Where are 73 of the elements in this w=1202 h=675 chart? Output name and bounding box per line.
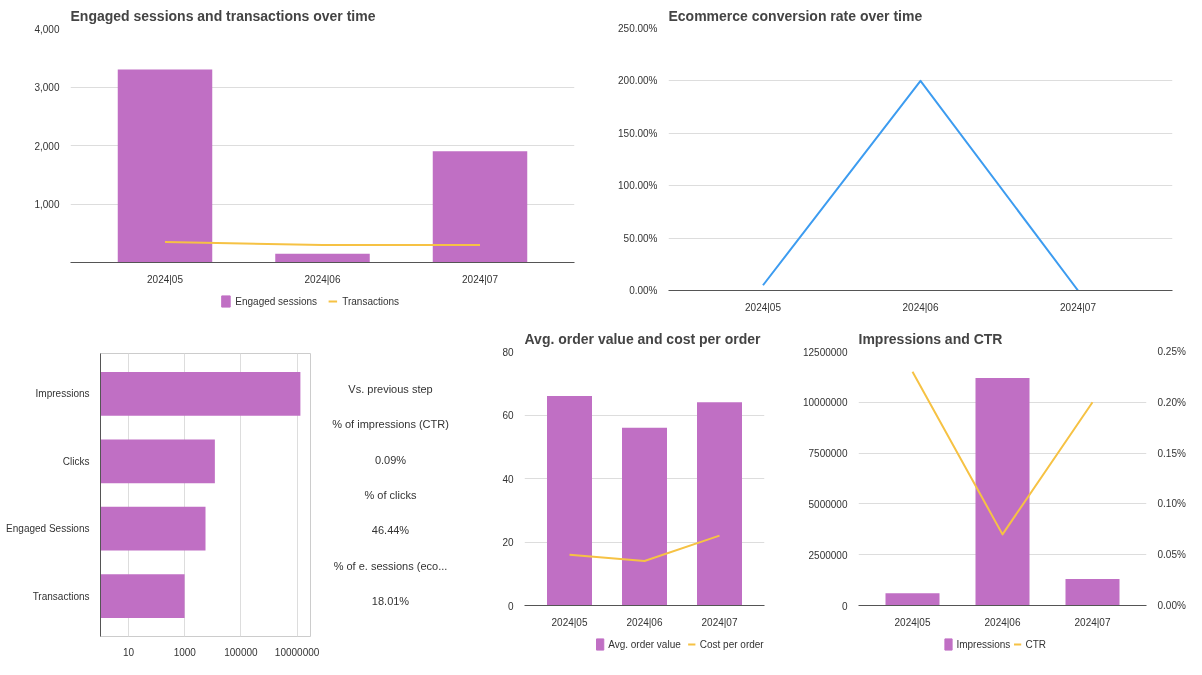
chart-title: Engaged sessions and transactions over time	[70, 7, 376, 24]
x-tick-label: 2024|05	[894, 616, 931, 628]
y-tick-label: 50.00%	[623, 232, 658, 244]
y-tick-label: 5000000	[808, 498, 848, 510]
y-tick-label: 7500000	[808, 448, 848, 460]
y-tick-label: Clicks	[62, 455, 90, 467]
chart-title: Avg. order value and cost per order	[524, 330, 762, 347]
text: % of impressions (CTR)	[332, 418, 449, 431]
legend-label: CTR	[1025, 639, 1047, 650]
y-tick-label: Engaged Sessions	[6, 523, 90, 535]
y2-tick-label: 0.00%	[1157, 600, 1186, 611]
y-tick-label: 2500000	[808, 549, 848, 561]
y-tick-label: 2,000	[34, 140, 60, 152]
chart-title: Ecommerce conversion rate over time	[668, 7, 923, 24]
x-tick-label: 2024|05	[147, 273, 184, 285]
x-tick-label: 2024|06	[902, 301, 939, 313]
bar	[432, 151, 528, 263]
text: 0.09%	[374, 453, 407, 466]
y-tick-label: 3,000	[34, 82, 60, 93]
x-tick-label: 2024|06	[304, 273, 341, 285]
legend-label: Impressions	[956, 639, 1011, 650]
legend-label: Avg. order value	[608, 639, 682, 650]
bar	[547, 395, 592, 606]
y2-tick-label: 0.20%	[1157, 396, 1186, 408]
y-tick-label: 0	[507, 600, 514, 612]
legend-label: Engaged sessions	[235, 296, 318, 307]
y-tick-label: 60	[502, 410, 514, 421]
y-tick-label: 12500000	[803, 346, 848, 358]
text: % of e. sessions (eco...	[333, 559, 448, 572]
x-tick-label: 2024|07	[701, 616, 738, 628]
x-tick-label: 2024|06	[626, 616, 663, 628]
legend-label: Transactions	[342, 296, 400, 307]
x-tick-label: 1000	[173, 646, 197, 658]
y-tick-label: 20	[502, 537, 514, 548]
x-tick-label: 2024|07	[1060, 301, 1097, 313]
legend-label: Cost per order	[699, 639, 765, 650]
text: 18.01%	[371, 595, 410, 608]
y-tick-label: Impressions	[35, 388, 90, 400]
chart-title: Impressions and CTR	[858, 330, 1003, 347]
x-tick-label: 2024|07	[1074, 616, 1111, 628]
x-tick-label: 2024|07	[462, 273, 499, 285]
bar	[697, 402, 742, 606]
bar	[1065, 579, 1120, 606]
y-tick-label: 150.00%	[618, 127, 658, 139]
bar	[622, 427, 667, 606]
y-tick-label: 0.00%	[629, 285, 658, 296]
y-tick-label: 200.00%	[618, 75, 658, 87]
y-tick-label: 40	[502, 473, 514, 485]
bar	[117, 69, 213, 263]
text: % of clicks	[364, 489, 417, 501]
bar	[885, 593, 940, 606]
y2-tick-label: 0.25%	[1157, 346, 1186, 357]
y-tick-label: Transactions	[32, 590, 90, 602]
y-tick-label: 4,000	[34, 23, 60, 35]
y2-tick-label: 0.15%	[1157, 447, 1186, 459]
x-tick-label: 10000000	[274, 646, 320, 658]
text: Vs. previous step	[348, 382, 433, 395]
y2-tick-label: 0.05%	[1157, 549, 1186, 561]
text: 46.44%	[371, 524, 410, 537]
bar	[275, 253, 370, 263]
x-tick-label: 2024|05	[745, 301, 782, 313]
y-tick-label: 10000000	[803, 397, 848, 409]
bar	[975, 377, 1030, 606]
y-tick-label: 100.00%	[618, 180, 658, 192]
x-tick-label: 100000	[224, 646, 259, 658]
x-tick-label: 2024|06	[984, 616, 1021, 628]
x-tick-label: 2024|05	[551, 616, 588, 628]
y-tick-label: 1,000	[34, 199, 60, 210]
y-tick-label: 80	[502, 346, 514, 358]
y-tick-label: 250.00%	[618, 23, 658, 34]
x-tick-label: 10	[123, 646, 135, 658]
y-tick-label: 0	[841, 600, 848, 612]
y2-tick-label: 0.10%	[1157, 498, 1186, 510]
